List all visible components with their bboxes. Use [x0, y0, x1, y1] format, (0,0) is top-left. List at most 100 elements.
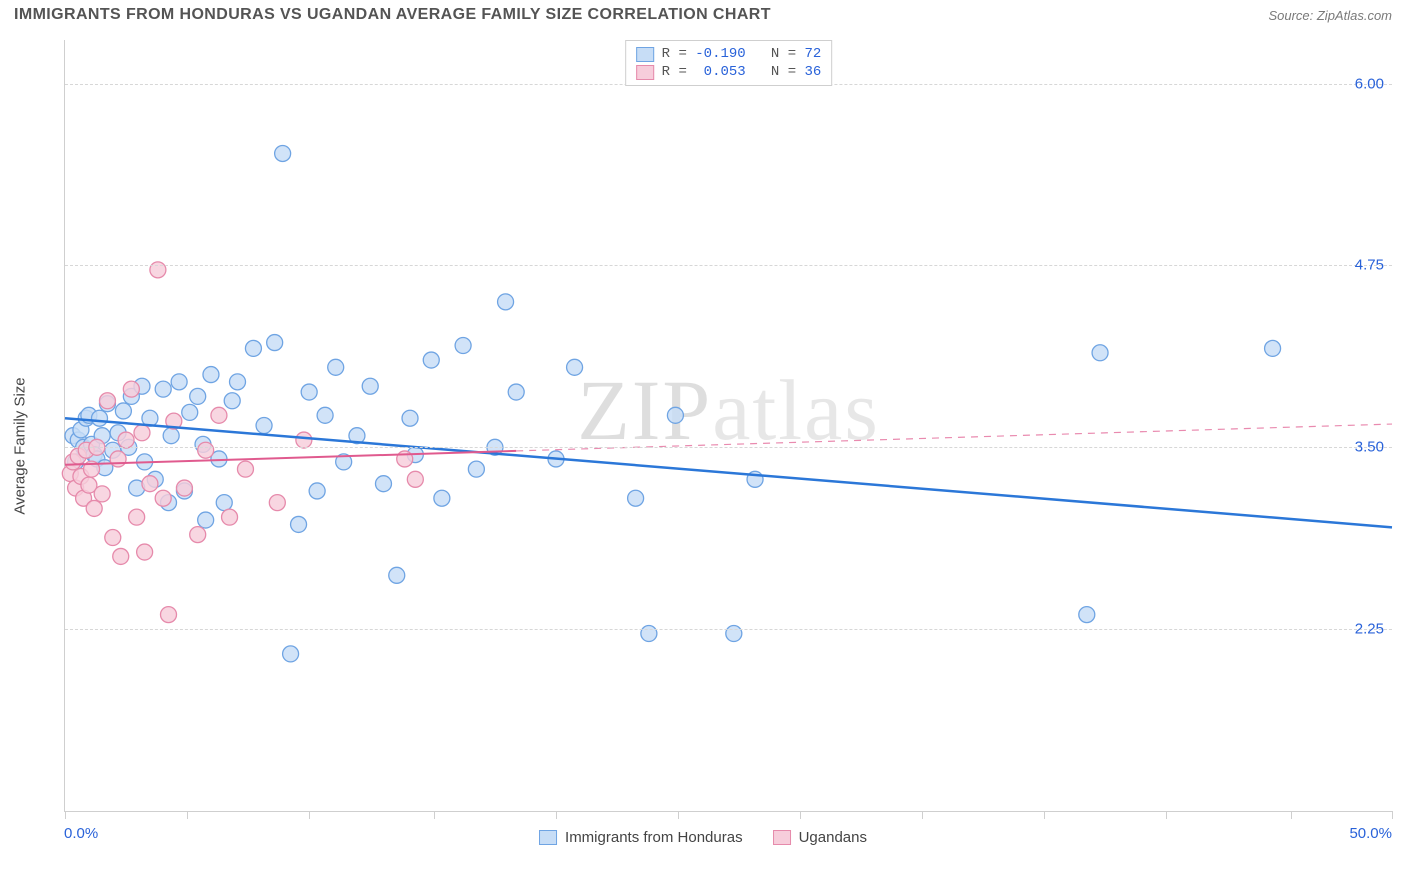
- data-point: [115, 403, 131, 419]
- legend-swatch: [636, 65, 654, 80]
- legend-stat-row: R = 0.053 N = 36: [636, 63, 822, 81]
- data-point: [182, 404, 198, 420]
- legend-stat-text: R = -0.190 N = 72: [662, 46, 822, 62]
- data-point: [317, 407, 333, 423]
- data-point: [667, 407, 683, 423]
- data-point: [301, 384, 317, 400]
- data-point: [86, 500, 102, 516]
- data-point: [267, 335, 283, 351]
- legend-swatch: [636, 47, 654, 62]
- x-tick: [800, 811, 801, 819]
- data-point: [1092, 345, 1108, 361]
- data-point: [99, 393, 115, 409]
- data-point: [362, 378, 378, 394]
- data-point: [155, 381, 171, 397]
- x-axis-max-label: 50.0%: [1349, 825, 1392, 842]
- data-point: [296, 432, 312, 448]
- data-point: [142, 476, 158, 492]
- source-label: Source: ZipAtlas.com: [1268, 8, 1392, 23]
- chart-title: IMMIGRANTS FROM HONDURAS VS UGANDAN AVER…: [14, 6, 771, 24]
- x-tick: [434, 811, 435, 819]
- data-point: [726, 626, 742, 642]
- data-point: [455, 337, 471, 353]
- data-point: [641, 626, 657, 642]
- legend-stats-box: R = -0.190 N = 72 R = 0.053 N = 36: [625, 40, 833, 86]
- y-axis-label: Average Family Size: [12, 377, 29, 514]
- x-tick: [1392, 811, 1393, 819]
- legend-label: Immigrants from Honduras: [565, 829, 743, 846]
- data-point: [92, 410, 108, 426]
- gridline: [65, 265, 1392, 266]
- data-point: [423, 352, 439, 368]
- data-point: [309, 483, 325, 499]
- data-point: [407, 471, 423, 487]
- legend-swatch: [773, 830, 791, 845]
- data-point: [275, 145, 291, 161]
- gridline: [65, 629, 1392, 630]
- data-point: [468, 461, 484, 477]
- data-point: [113, 548, 129, 564]
- data-point: [176, 480, 192, 496]
- chart-area: Average Family Size ZIPatlas R = -0.190 …: [14, 40, 1392, 852]
- plot-area: ZIPatlas R = -0.190 N = 72R = 0.053 N = …: [64, 40, 1392, 812]
- data-point: [123, 381, 139, 397]
- data-point: [567, 359, 583, 375]
- data-point: [161, 607, 177, 623]
- trend-line: [65, 418, 1392, 527]
- y-tick-label: 3.50: [1355, 439, 1384, 456]
- legend-stat-text: R = 0.053 N = 36: [662, 64, 822, 80]
- data-point: [498, 294, 514, 310]
- legend-bottom: Immigrants from Honduras Ugandans: [539, 829, 867, 846]
- legend-stat-row: R = -0.190 N = 72: [636, 45, 822, 63]
- x-tick: [65, 811, 66, 819]
- data-point: [110, 451, 126, 467]
- x-tick: [922, 811, 923, 819]
- data-point: [198, 442, 214, 458]
- y-tick-label: 4.75: [1355, 257, 1384, 274]
- x-tick: [1291, 811, 1292, 819]
- data-point: [230, 374, 246, 390]
- data-point: [375, 476, 391, 492]
- data-point: [222, 509, 238, 525]
- x-axis-min-label: 0.0%: [64, 825, 98, 842]
- data-point: [256, 418, 272, 434]
- legend-swatch: [539, 830, 557, 845]
- data-point: [198, 512, 214, 528]
- legend-item: Immigrants from Honduras: [539, 829, 743, 846]
- data-point: [203, 367, 219, 383]
- data-point: [211, 407, 227, 423]
- data-point: [129, 509, 145, 525]
- data-point: [190, 527, 206, 543]
- data-point: [1079, 607, 1095, 623]
- y-tick-label: 2.25: [1355, 621, 1384, 638]
- legend-item: Ugandans: [773, 829, 867, 846]
- data-point: [291, 516, 307, 532]
- data-point: [1265, 340, 1281, 356]
- x-tick: [309, 811, 310, 819]
- gridline: [65, 447, 1392, 448]
- data-point: [216, 495, 232, 511]
- data-point: [402, 410, 418, 426]
- scatter-svg: [65, 40, 1392, 811]
- data-point: [245, 340, 261, 356]
- x-tick: [1044, 811, 1045, 819]
- data-point: [283, 646, 299, 662]
- data-point: [118, 432, 134, 448]
- data-point: [224, 393, 240, 409]
- x-tick: [187, 811, 188, 819]
- data-point: [94, 486, 110, 502]
- data-point: [163, 428, 179, 444]
- data-point: [628, 490, 644, 506]
- legend-label: Ugandans: [799, 829, 867, 846]
- data-point: [328, 359, 344, 375]
- data-point: [190, 388, 206, 404]
- data-point: [434, 490, 450, 506]
- data-point: [105, 530, 121, 546]
- data-point: [150, 262, 166, 278]
- data-point: [269, 495, 285, 511]
- data-point: [237, 461, 253, 477]
- x-tick: [556, 811, 557, 819]
- data-point: [389, 567, 405, 583]
- x-tick: [1166, 811, 1167, 819]
- data-point: [171, 374, 187, 390]
